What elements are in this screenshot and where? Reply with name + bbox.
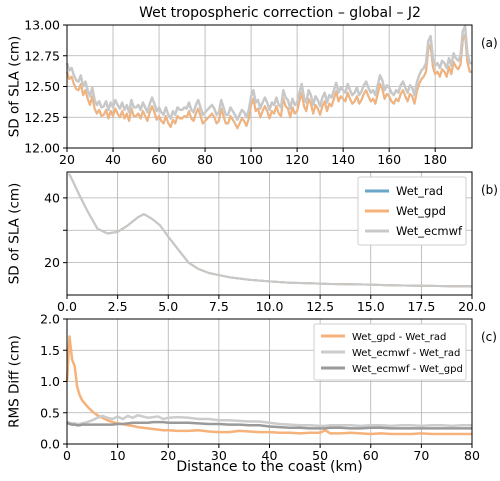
legend-label: Wet_ecmwf - Wet_gpd (352, 364, 463, 375)
x-tick-label: 17.5 (407, 299, 435, 314)
series-line-wet-ecmwf-wet-rad (66, 414, 472, 428)
x-tick-label: 20.0 (458, 299, 486, 314)
x-tick-label: 140 (331, 152, 355, 167)
series-line-wet-gpd (66, 33, 472, 130)
x-tick-label: 5.0 (158, 299, 178, 314)
x-tick-label: 10.0 (256, 299, 284, 314)
y-tick-label: 0.5 (40, 405, 60, 420)
y-axis-label: RMS Diff (cm) (7, 335, 23, 428)
x-tick-label: 0 (63, 448, 71, 463)
y-tick-label: 13.00 (24, 18, 60, 33)
legend-label: Wet_ecmwf - Wet_rad (352, 348, 460, 359)
y-tick-label: 12.50 (24, 79, 60, 94)
x-tick-label: 120 (285, 152, 309, 167)
legend-box (313, 323, 467, 381)
y-tick-label: 20 (44, 255, 60, 270)
y-tick-label: 2.0 (40, 312, 60, 327)
x-tick-label: 180 (423, 152, 447, 167)
legend-label: Wet_gpd (396, 204, 446, 218)
x-tick-label: 12.5 (306, 299, 334, 314)
panel-label: (a) (481, 36, 498, 50)
chart-title: Wet tropospheric correction – global – J… (139, 5, 421, 21)
y-tick-label: 0.0 (40, 437, 60, 452)
series-line-wet-ecmwf (68, 173, 472, 288)
series-line-wet-gpd-wet-rad (65, 335, 472, 436)
x-tick-label: 40 (262, 448, 278, 463)
x-axis-label: Distance to the coast (km) (176, 459, 362, 475)
legend-box (357, 176, 467, 246)
series-line-wet-ecmwf-wet-gpd (66, 420, 472, 430)
panel-label: (c) (481, 330, 497, 344)
x-tick-label: 15.0 (357, 299, 385, 314)
x-tick-label: 40 (105, 152, 121, 167)
panel-label: (b) (481, 183, 498, 197)
y-tick-label: 40 (44, 190, 60, 205)
x-tick-label: 10 (110, 448, 126, 463)
y-tick-label: 1.0 (40, 374, 60, 389)
y-axis-label: SD of SLA (cm) (7, 183, 23, 285)
legend-label: Wet_rad (396, 184, 443, 198)
y-tick-label: 1.5 (40, 343, 60, 358)
x-tick-label: 160 (377, 152, 401, 167)
legend-label: Wet_ecmwf (396, 224, 463, 238)
x-tick-label: 20 (59, 152, 75, 167)
x-tick-label: 80 (197, 152, 213, 167)
x-tick-label: 0.0 (57, 299, 77, 314)
x-tick-label: 20 (160, 448, 176, 463)
y-tick-label: 12.00 (24, 141, 60, 156)
x-tick-label: 30 (211, 448, 227, 463)
legend-label: Wet_gpd - Wet_rad (352, 332, 446, 343)
x-tick-label: 50 (312, 448, 328, 463)
x-tick-label: 70 (413, 448, 429, 463)
series-line-wet-ecmwf (65, 24, 472, 121)
y-tick-label: 12.75 (24, 48, 60, 63)
y-tick-label: 12.25 (24, 110, 60, 125)
x-tick-label: 80 (464, 448, 480, 463)
x-tick-label: 100 (239, 152, 263, 167)
x-tick-label: 60 (151, 152, 167, 167)
y-axis-label: SD of SLA (cm) (7, 36, 23, 138)
x-tick-label: 60 (363, 448, 379, 463)
x-tick-label: 7.5 (209, 299, 229, 314)
x-tick-label: 2.5 (108, 299, 128, 314)
